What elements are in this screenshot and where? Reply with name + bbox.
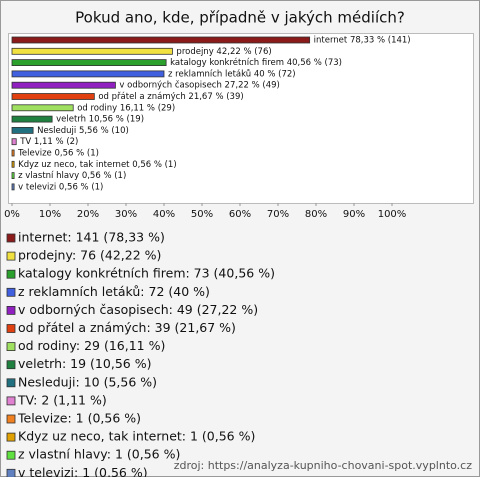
bar bbox=[11, 138, 17, 146]
legend-swatch bbox=[6, 432, 16, 442]
legend-swatch bbox=[6, 305, 16, 315]
legend-label: od rodiny: 29 (16,11 %) bbox=[18, 338, 165, 353]
bar-label: prodejny 42,22 % (76) bbox=[176, 47, 271, 57]
legend-swatch bbox=[6, 396, 16, 406]
bar bbox=[11, 104, 74, 112]
legend-swatch bbox=[6, 468, 16, 477]
legend-label: z reklamních letáků: 72 (40 %) bbox=[18, 284, 210, 299]
x-tick-label: 80% bbox=[305, 209, 327, 220]
x-tick-label: 30% bbox=[115, 209, 137, 220]
bar bbox=[11, 115, 53, 123]
legend-swatch bbox=[6, 414, 16, 424]
legend-swatch bbox=[6, 360, 16, 370]
legend-swatch bbox=[6, 287, 16, 297]
chart-title: Pokud ano, kde, případně v jakých médiíc… bbox=[75, 9, 405, 27]
legend-swatch bbox=[6, 342, 16, 352]
legend-swatch bbox=[6, 269, 16, 279]
legend-swatch bbox=[6, 450, 16, 460]
bar-label: z vlastní hlavy 0,56 % (1) bbox=[18, 171, 126, 181]
x-tick-label: 10% bbox=[39, 209, 61, 220]
x-tick-label: 100% bbox=[378, 209, 407, 220]
x-tick-label: 0% bbox=[4, 209, 20, 220]
x-tick-label: 60% bbox=[229, 209, 251, 220]
bar bbox=[11, 172, 15, 180]
bar bbox=[11, 127, 34, 134]
legend-swatch bbox=[6, 251, 16, 261]
bar bbox=[11, 149, 15, 157]
legend-label: Kdyz uz neco, tak internet: 1 (0,56 %) bbox=[18, 429, 255, 444]
legend-label: veletrh: 19 (10,56 %) bbox=[18, 356, 151, 371]
bar bbox=[11, 81, 116, 89]
bar-label: katalogy konkrétních firem 40,56 % (73) bbox=[170, 57, 342, 68]
bar-label: TV 1,11 % (2) bbox=[19, 137, 78, 147]
legend-swatch bbox=[6, 378, 16, 388]
legend-label: v televizi: 1 (0,56 %) bbox=[18, 465, 148, 477]
bar bbox=[11, 59, 167, 66]
bar bbox=[11, 160, 15, 168]
x-tick-label: 50% bbox=[191, 209, 213, 220]
bar-label: Televize 0,56 % (1) bbox=[17, 149, 99, 159]
legend-label: od přátel a známých: 39 (21,67 %) bbox=[18, 320, 236, 335]
source: zdroj: https://analyza-kupniho-chovani-s… bbox=[174, 459, 473, 472]
legend-label: TV: 2 (1,11 %) bbox=[17, 392, 107, 407]
x-tick-label: 70% bbox=[267, 209, 289, 220]
bar-label: v televizi 0,56 % (1) bbox=[18, 182, 103, 192]
bar-label: Kdyz uz neco, tak internet 0,56 % (1) bbox=[18, 160, 177, 170]
x-tick-label: 90% bbox=[343, 209, 365, 220]
bar-label: internet 78,33 % (141) bbox=[314, 36, 411, 46]
bar-label: od přátel a známých 21,67 % (39) bbox=[98, 92, 243, 102]
bar bbox=[11, 93, 95, 100]
legend-label: v odborných časopisech: 49 (27,22 %) bbox=[18, 302, 258, 317]
bar-label: od rodiny 16,11 % (29) bbox=[77, 103, 175, 113]
legend-label: Televize: 1 (0,56 %) bbox=[17, 411, 141, 426]
x-tick-label: 20% bbox=[77, 209, 99, 220]
bar-label: z reklamních letáků 40 % (72) bbox=[168, 68, 296, 79]
bar-label: Nesleduji 5,56 % (10) bbox=[37, 126, 129, 136]
bar bbox=[11, 183, 15, 191]
legend-label: katalogy konkrétních firem: 73 (40,56 %) bbox=[18, 266, 275, 281]
x-tick-label: 40% bbox=[153, 209, 175, 220]
legend-label: internet: 141 (78,33 %) bbox=[18, 230, 165, 245]
bar-label: v odborných časopisech 27,22 % (49) bbox=[119, 80, 279, 91]
bar bbox=[11, 36, 311, 44]
legend-swatch bbox=[6, 233, 16, 243]
legend-label: Nesleduji: 10 (5,56 %) bbox=[18, 374, 157, 389]
bar bbox=[11, 70, 165, 78]
legend-label: z vlastní hlavy: 1 (0,56 %) bbox=[18, 447, 180, 462]
bar-label: veletrh 10,56 % (19) bbox=[56, 115, 144, 125]
bar bbox=[11, 47, 173, 55]
legend-swatch bbox=[6, 324, 16, 333]
legend-label: prodejny: 76 (42,22 %) bbox=[18, 248, 161, 263]
